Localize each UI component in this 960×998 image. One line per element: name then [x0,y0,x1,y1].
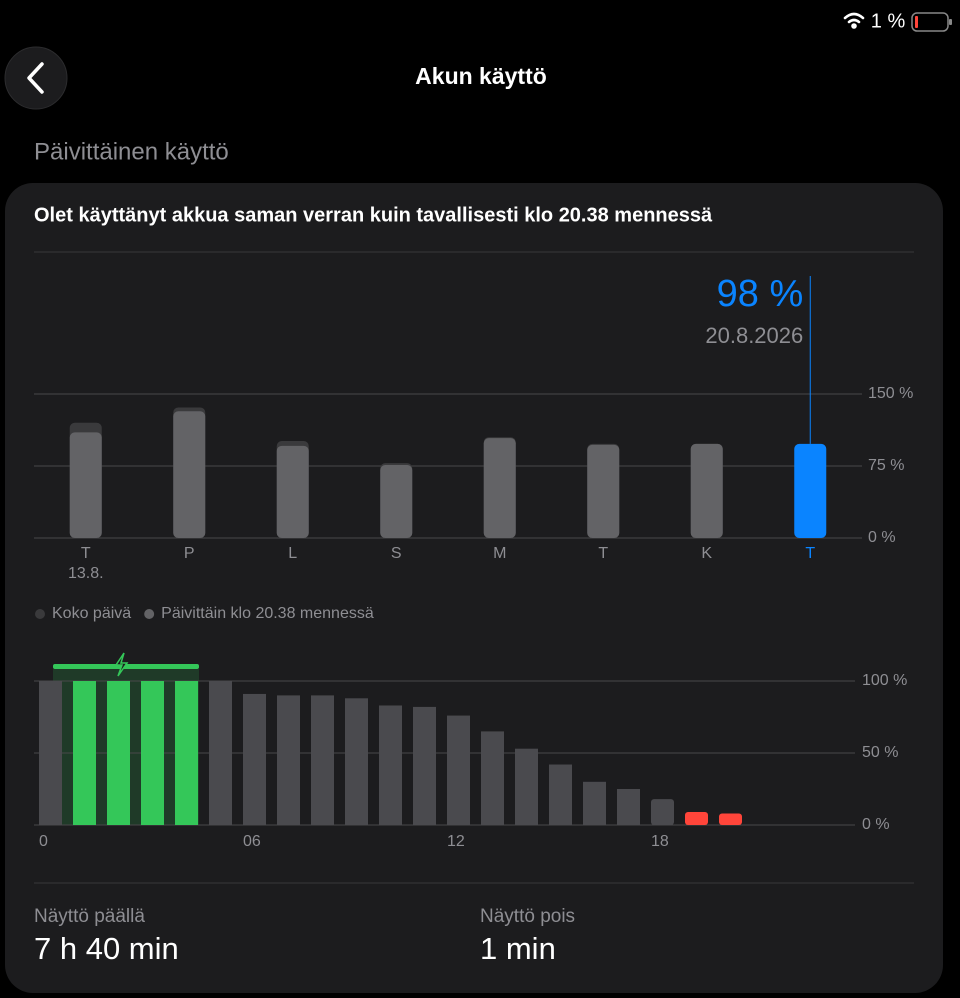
stat-value: 1 min [480,931,556,966]
y-tick-label: 50 % [862,744,898,761]
bar [690,443,723,538]
bar [587,444,620,538]
bar [345,698,368,825]
page-title: Akun käyttö [415,63,547,89]
bar [483,438,516,538]
bar [651,799,674,825]
y-tick-label: 75 % [868,457,904,474]
value-label: 98 % [717,273,804,315]
card [5,183,943,993]
x-tick-sublabel: 13.8. [68,565,104,582]
bar [141,681,164,825]
x-tick-label: S [391,545,402,562]
x-tick-label: T [805,545,815,562]
highlight-date: 20.8.2026 [705,323,803,348]
section-title: Päivittäinen käyttö [34,138,229,165]
bar [277,695,300,825]
bar [243,693,266,825]
bar [413,706,436,825]
x-tick-label: 0 [39,833,48,850]
bar [379,705,402,825]
legend-dot [144,609,155,619]
bar [39,681,62,825]
y-tick-label: 100 % [862,672,907,689]
bar [73,681,96,825]
bar [549,764,572,825]
x-tick-label: 06 [243,833,261,850]
bar [311,695,334,825]
bar [69,432,102,538]
wifi-icon [843,12,865,29]
stat-label: Näyttö pois [480,906,575,927]
y-tick-label: 0 % [862,816,890,833]
bar [617,789,640,825]
bar [685,812,708,825]
bar [794,443,827,538]
y-tick-label: 0 % [868,529,896,546]
x-tick-label: M [493,545,506,562]
back-button[interactable] [4,46,68,110]
x-tick-label: T [81,545,91,562]
x-tick-label: K [701,545,712,562]
bar [719,813,742,825]
bar [447,715,470,825]
battery-icon [911,12,952,32]
legend-dot [35,609,45,619]
bar [380,465,413,538]
bar [209,681,232,825]
battery-percent: 1 % [871,10,906,32]
stat-value: 7 h 40 min [34,931,179,966]
bar [107,681,130,825]
y-tick-label: 150 % [868,385,913,402]
charging-bolt [114,652,129,677]
charging-bar [53,664,199,669]
x-tick-label: L [288,545,297,562]
bar [583,781,606,825]
bar [175,681,198,825]
bar [515,748,538,825]
x-tick-label: T [598,545,608,562]
stat-label: Näyttö päällä [34,906,145,927]
legend-label: Päivittäin klo 20.38 mennessä [161,605,374,622]
x-tick-label: 18 [651,833,669,850]
legend-label: Koko päivä [52,605,131,622]
x-tick-label: P [184,545,195,562]
bar [173,411,206,538]
x-tick-label: 12 [447,833,465,850]
bar [481,731,504,825]
summary: Olet käyttänyt akkua saman verran kuin t… [34,204,713,226]
bar [276,445,309,538]
